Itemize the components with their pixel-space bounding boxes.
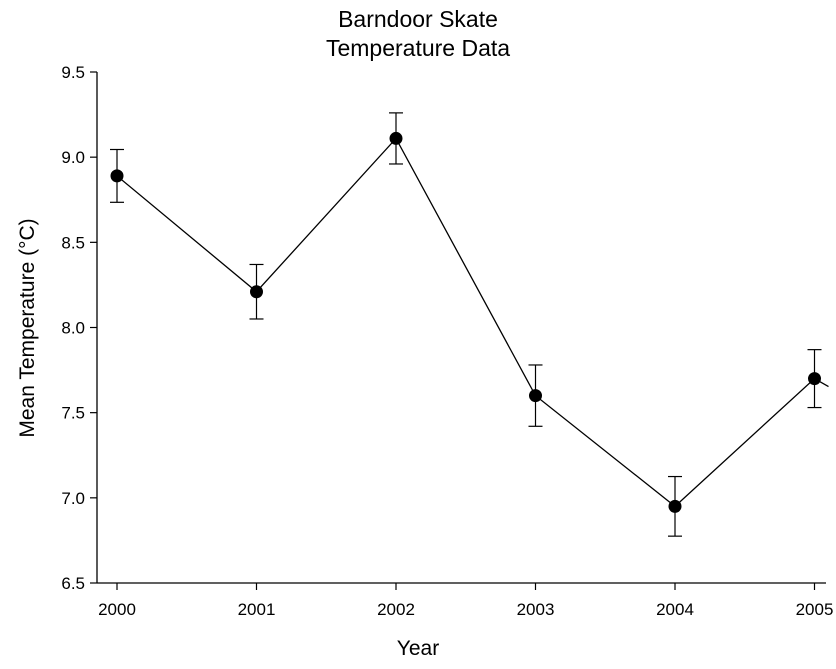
x-tick-label: 2000 xyxy=(98,600,136,619)
y-tick-label: 7.5 xyxy=(61,404,85,423)
chart-title-line-2: Temperature Data xyxy=(325,35,511,61)
data-point xyxy=(668,499,682,513)
data-point xyxy=(808,372,821,386)
x-axis-label: Year xyxy=(396,637,440,660)
y-tick-label: 6.5 xyxy=(61,574,85,593)
data-point xyxy=(110,169,124,183)
data-point xyxy=(529,389,542,403)
x-tick-label: 2002 xyxy=(377,600,415,619)
x-tick-label: 2005 xyxy=(796,600,834,619)
series-line xyxy=(116,137,829,508)
y-tick-label: 9.5 xyxy=(61,63,85,82)
data-point xyxy=(389,131,403,145)
y-tick-label: 7.0 xyxy=(61,489,85,508)
y-tick-label: 8.0 xyxy=(61,319,85,338)
chart-title-line-1: Barndoor Skate xyxy=(338,6,498,32)
x-tick-label: 2001 xyxy=(238,600,276,619)
x-tick-label: 2004 xyxy=(656,600,694,619)
x-tick-label: 2003 xyxy=(517,600,555,619)
y-tick-label: 9.0 xyxy=(61,148,85,167)
y-tick-label: 8.5 xyxy=(61,233,85,252)
data-point xyxy=(250,285,263,299)
y-axis-label: Mean Temperature (°C) xyxy=(16,218,39,438)
